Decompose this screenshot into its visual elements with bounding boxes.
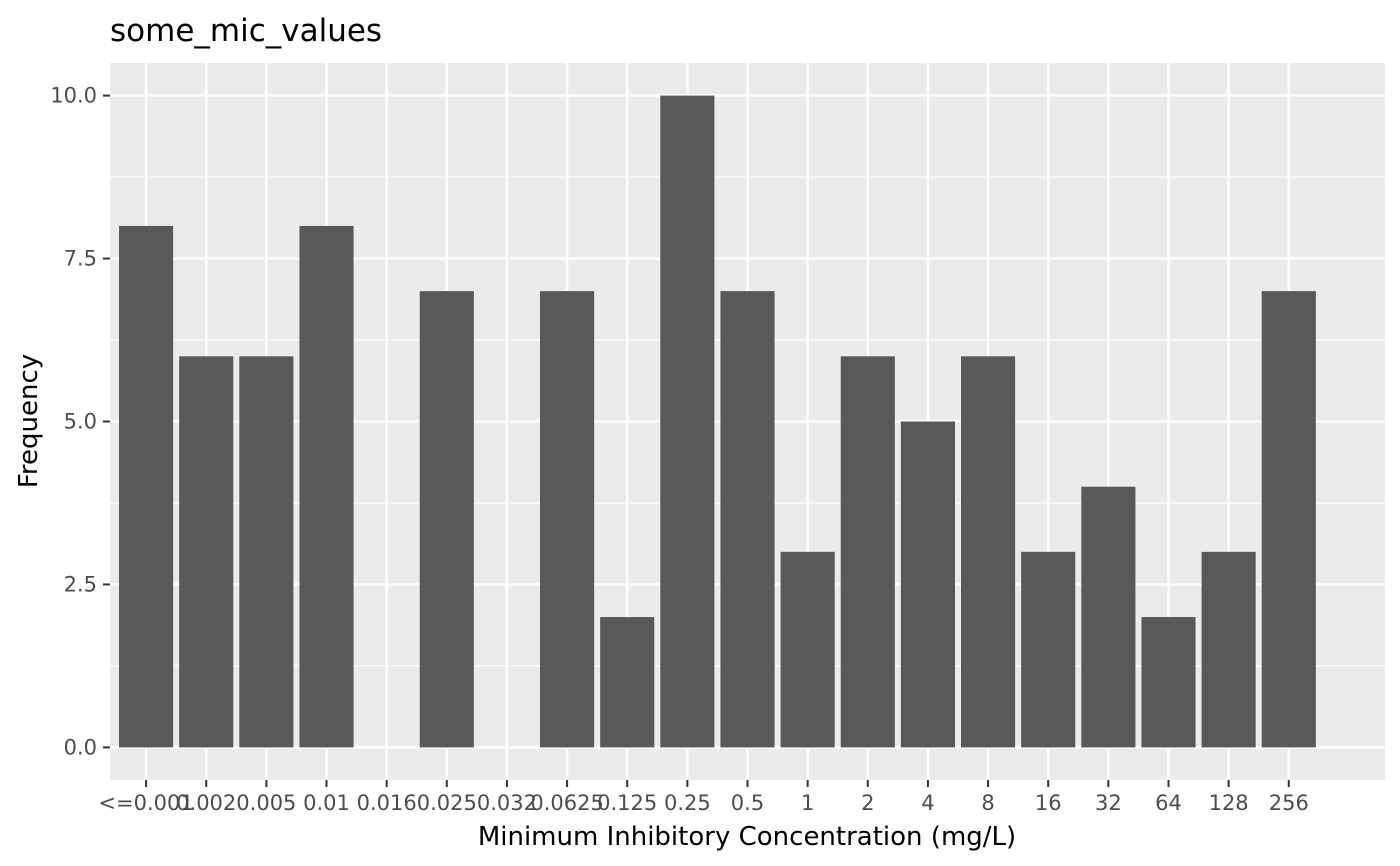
x-tick-label: 0.01 <box>303 791 350 815</box>
bar <box>1141 617 1196 748</box>
bar <box>540 291 595 748</box>
bar <box>179 356 234 748</box>
bar <box>961 356 1016 748</box>
chart-title: some_mic_values <box>110 13 382 49</box>
bar <box>299 225 354 748</box>
y-tick-label: 10.0 <box>50 84 97 108</box>
y-axis: 0.0 2.5 5.0 7.5 10.0 <box>50 84 110 759</box>
x-tick-label: 4 <box>921 791 934 815</box>
bar <box>600 617 655 748</box>
x-tick-label: 64 <box>1155 791 1182 815</box>
x-tick-label: 0.016 <box>357 791 417 815</box>
x-tick-label: 128 <box>1209 791 1249 815</box>
bar <box>239 356 294 748</box>
bar <box>1021 551 1076 748</box>
x-tick-label: 0.125 <box>597 791 657 815</box>
x-tick-label: 2 <box>861 791 874 815</box>
bar <box>720 291 775 748</box>
bars <box>119 95 1316 748</box>
bar <box>900 421 955 748</box>
x-tick-label: 256 <box>1269 791 1309 815</box>
x-tick-label: <=0.001 <box>98 791 193 815</box>
bar <box>1081 486 1136 748</box>
bar <box>660 95 715 748</box>
bar <box>780 551 835 748</box>
y-axis-title: Frequency <box>14 354 44 488</box>
bar <box>1201 551 1256 748</box>
bar <box>1261 291 1316 748</box>
y-tick-label: 7.5 <box>64 247 97 271</box>
x-tick-label: 0.032 <box>477 791 537 815</box>
x-tick-label: 0.25 <box>664 791 711 815</box>
x-tick-label: 32 <box>1095 791 1122 815</box>
x-tick-label: 0.0625 <box>530 791 603 815</box>
x-tick-label: 0.5 <box>731 791 764 815</box>
y-tick-label: 5.0 <box>64 410 97 434</box>
x-tick-label: 0.002 <box>176 791 236 815</box>
x-axis-title: Minimum Inhibitory Concentration (mg/L) <box>478 822 1016 852</box>
y-tick-label: 2.5 <box>64 572 97 596</box>
x-tick-label: 0.005 <box>236 791 296 815</box>
x-tick-label: 16 <box>1035 791 1062 815</box>
x-tick-label: 8 <box>981 791 994 815</box>
x-tick-label: 1 <box>801 791 814 815</box>
bar <box>419 291 474 748</box>
bar <box>840 356 895 748</box>
bar <box>119 225 174 748</box>
x-tick-label: 0.025 <box>417 791 477 815</box>
y-tick-label: 0.0 <box>64 735 97 759</box>
